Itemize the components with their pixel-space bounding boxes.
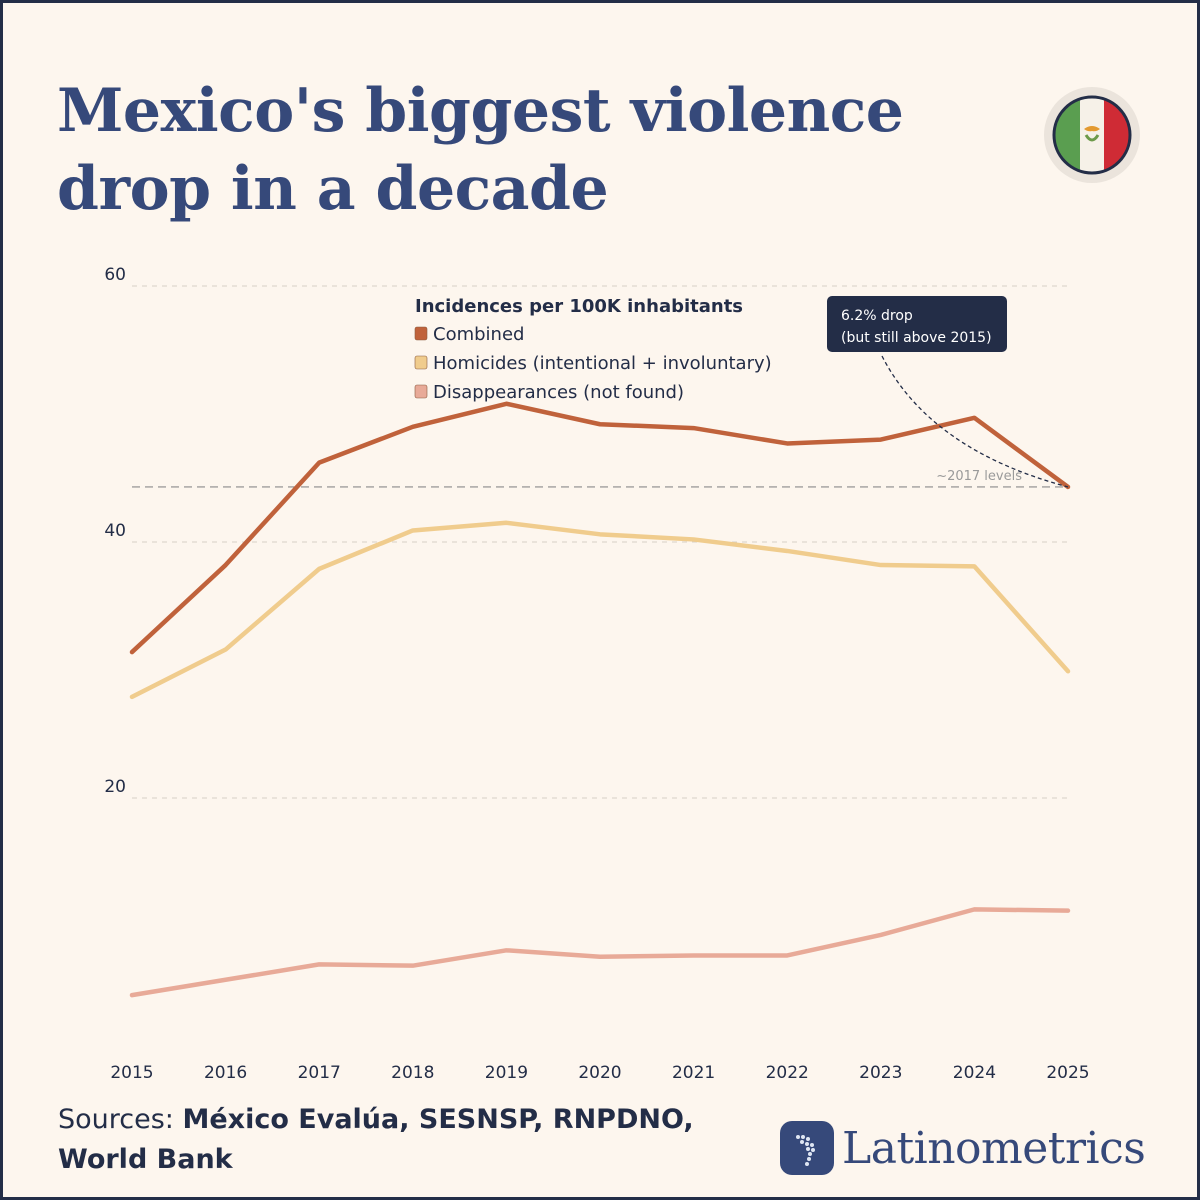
- x-tick-label: 2020: [578, 1063, 621, 1083]
- x-tick-label: 2015: [110, 1063, 153, 1083]
- x-tick-label: 2017: [298, 1063, 341, 1083]
- x-tick-label: 2025: [1046, 1063, 1089, 1083]
- line-chart: 20 40 60 ~2017 levels 2015 2016 2017 2018 2019…: [0, 0, 1200, 1100]
- series-line-homicides: [132, 523, 1068, 697]
- legend-item-label: Combined: [433, 324, 524, 345]
- annotation-line-1: 6.2% drop: [841, 308, 913, 324]
- x-tick-label: 2019: [485, 1063, 528, 1083]
- x-tick-label: 2021: [672, 1063, 715, 1083]
- legend-swatch: [415, 327, 427, 340]
- annotation-line-2: (but still above 2015): [841, 330, 992, 346]
- legend-item-label: Homicides (intentional + involuntary): [433, 353, 772, 374]
- brand-logo-block: Latinometrics: [780, 1118, 1145, 1178]
- sources-note: Sources: México Evalúa, SESNSP, RNPDNO, …: [58, 1100, 694, 1180]
- legend-swatch: [415, 356, 427, 369]
- x-tick-label: 2018: [391, 1063, 434, 1083]
- series-line-combined: [132, 404, 1068, 652]
- reference-line-label: ~2017 levels: [936, 469, 1022, 484]
- legend-swatch: [415, 385, 427, 398]
- brand-name: Latinometrics: [842, 1123, 1145, 1174]
- y-tick-label: 40: [104, 521, 126, 541]
- x-tick-label: 2024: [953, 1063, 996, 1083]
- sources-label: Sources:: [58, 1104, 182, 1135]
- x-tick-label: 2022: [766, 1063, 809, 1083]
- x-tick-label: 2016: [204, 1063, 247, 1083]
- x-tick-label: 2023: [859, 1063, 902, 1083]
- sources-list-2: World Bank: [58, 1140, 694, 1180]
- y-tick-label: 60: [104, 265, 126, 285]
- y-tick-label: 20: [104, 777, 126, 797]
- latinometrics-logo-icon: [780, 1121, 834, 1175]
- legend-item-label: Disappearances (not found): [433, 382, 684, 403]
- legend-title: Incidences per 100K inhabitants: [415, 296, 743, 317]
- series-line-disappearances: [132, 909, 1068, 995]
- sources-list-1: México Evalúa, SESNSP, RNPDNO,: [182, 1104, 693, 1135]
